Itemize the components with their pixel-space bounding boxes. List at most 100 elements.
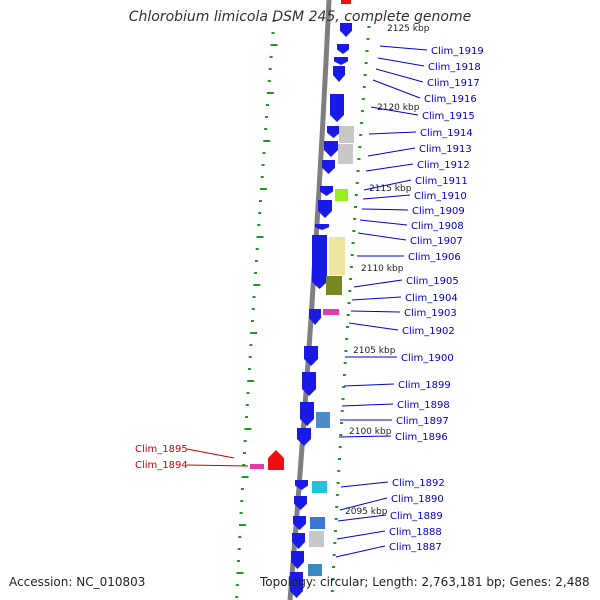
tick-marks [235,20,371,598]
inner-tick [244,428,252,430]
outer-tick [346,314,350,316]
outer-tick [337,458,341,460]
inner-tick [272,20,276,22]
outer-tick [362,86,366,88]
gene-label: Clim_1899 [398,380,451,391]
leader-line [336,530,386,540]
leader-line [351,296,402,301]
kbp-labels: 2125 kbp 2120 kbp 2115 kbp 2110 kbp 2105 kbp… [345,24,430,517]
inner-tick [237,560,241,562]
gene-block-pink [250,464,264,469]
accession-text: Accession: NC_010803 [9,575,146,589]
gene-label: Clim_1908 [411,221,464,232]
kbp-label: 2115 kbp [369,184,412,194]
gene-label: Clim_1898 [397,400,450,411]
outer-tick [352,230,356,232]
gene-label: Clim_1904 [405,293,458,304]
leader-line [337,514,387,522]
outer-tick [354,206,357,208]
outer-tick [344,350,348,352]
inner-tick [266,92,274,94]
inner-tick [241,476,249,478]
outer-tick [333,530,337,532]
outer-tick [365,50,369,52]
leader-line [339,497,388,511]
kbp-label: 2125 kbp [387,24,430,34]
inner-tick [271,32,275,34]
kbp-label: 2120 kbp [377,103,420,113]
outer-tick [353,218,357,220]
gene-label: Clim_1897 [396,416,449,427]
topology-text: Topology: circular; Length: 2,763,181 bp… [260,575,590,589]
map-title: Chlorobium limicola DSM 245, complete ge… [128,9,472,25]
leader-line [359,219,408,226]
inner-tick [239,512,243,514]
inner-tick [242,452,246,454]
gene-label: Clim_1905 [406,276,459,287]
gene-block-grey [338,144,353,164]
inner-tick [245,416,249,418]
inner-tick [237,548,241,550]
outer-tick [330,590,334,592]
gene-arrow [322,160,335,174]
outer-tick [332,566,336,568]
outer-tick [337,470,341,472]
outer-tick [335,506,339,508]
leader-line [340,481,389,488]
gene-block-steel [316,412,330,428]
gene-label: Clim_1915 [422,111,475,122]
gene-arrow [291,551,304,569]
gene-arrow [304,346,318,366]
kbp-label: 2105 kbp [353,346,396,356]
inner-tick [263,140,271,142]
inner-tick [255,248,259,250]
outer-tick [367,26,371,28]
outer-tick [341,398,345,400]
leader-line [353,279,403,288]
inner-tick [253,284,261,286]
gene-label: Clim_1906 [408,252,461,263]
inner-tick [240,488,244,490]
leader-line [350,310,401,313]
outer-tick [338,446,342,448]
leader-line [362,194,411,200]
gene-label: Clim_1902 [402,326,455,337]
outer-tick [345,338,349,340]
inner-tick [257,224,261,226]
kbp-label: 2110 kbp [361,264,404,274]
gene-block-cyan [312,481,327,493]
gene-features [250,0,354,598]
gene-block-red [341,0,351,4]
leader-line [379,45,428,51]
gene-block-khaki [329,237,345,275]
outer-tick [343,362,347,364]
inner-tick [258,212,262,214]
leader-line [186,464,249,467]
gene-block-steel [308,564,322,576]
inner-tick [259,200,262,202]
gene-arrow [290,572,303,598]
leader-line [368,131,417,135]
leader-line [348,322,399,331]
outer-tick [357,158,361,160]
outer-tick [342,386,346,388]
inner-tick [256,236,264,238]
gene-label: Clim_1916 [424,94,477,105]
gene-arrow [327,126,340,138]
gene-label: Clim_1888 [389,527,442,538]
leader-line [343,383,395,387]
outer-tick [348,290,352,292]
gene-arrow [324,141,338,157]
inner-tick [242,464,246,466]
gene-label: Clim_1914 [420,128,473,139]
inner-tick [240,500,244,502]
leader-line [372,79,421,99]
outer-tick [342,374,346,376]
gene-arrow [309,309,321,325]
gene-label: Clim_1918 [428,62,481,73]
gene-label: Clim_1919 [431,46,484,57]
leader-line [363,179,412,191]
gene-label: Clim_1900 [401,353,454,364]
outer-tick [350,254,354,256]
